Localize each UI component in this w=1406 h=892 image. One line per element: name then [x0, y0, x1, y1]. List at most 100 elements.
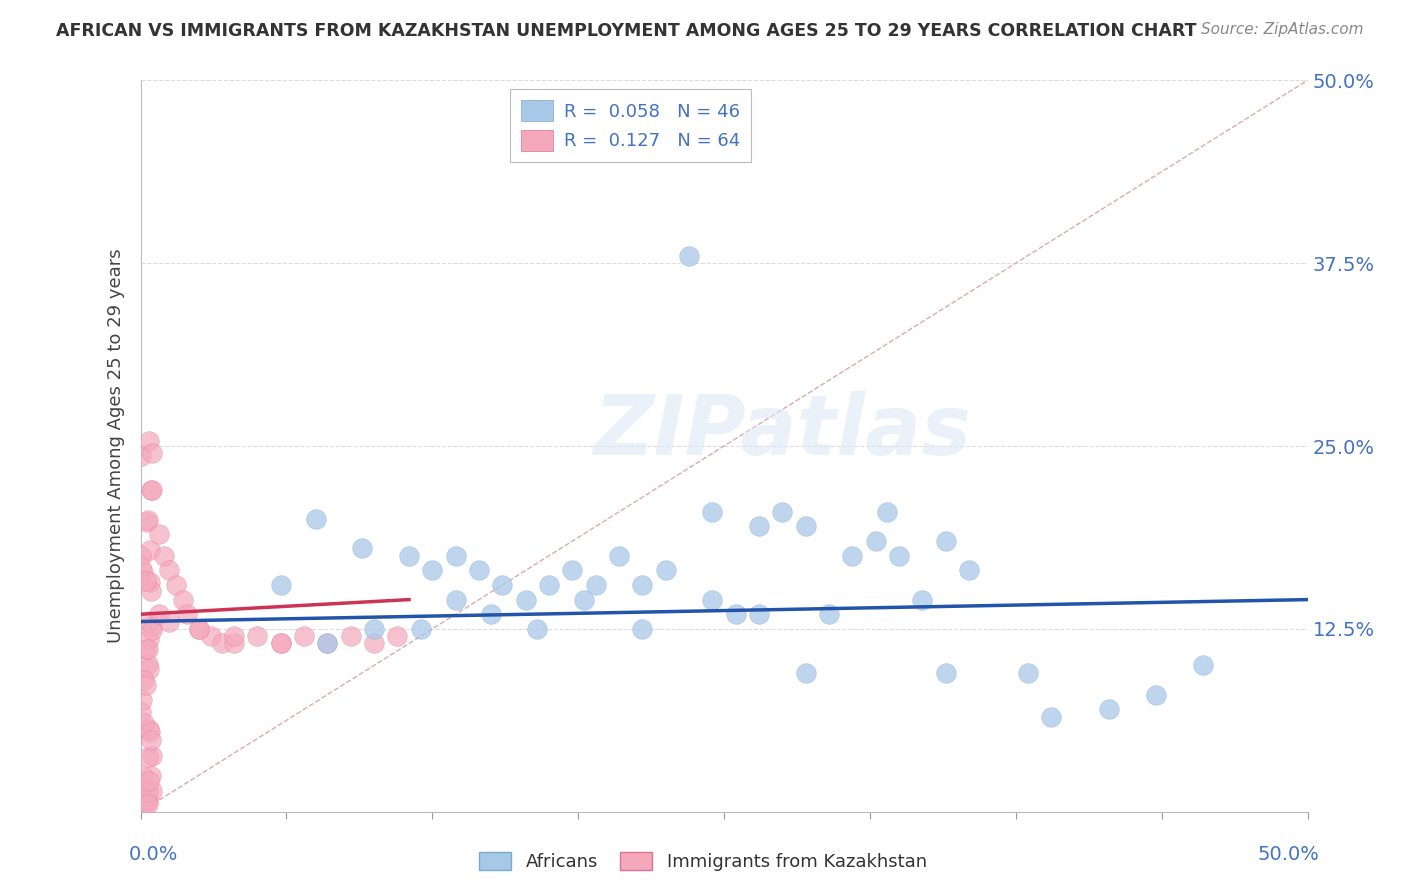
Point	[748, 519, 770, 533]
Point	[422, 563, 444, 577]
Point	[129, 560, 152, 574]
Text: AFRICAN VS IMMIGRANTS FROM KAZAKHSTAN UNEMPLOYMENT AMONG AGES 25 TO 29 YEARS COR: AFRICAN VS IMMIGRANTS FROM KAZAKHSTAN UN…	[56, 22, 1197, 40]
Point	[141, 584, 163, 599]
Point	[537, 578, 560, 592]
Point	[387, 629, 409, 643]
Point	[316, 636, 339, 650]
Point	[1191, 658, 1213, 673]
Point	[270, 636, 292, 650]
Point	[352, 541, 374, 556]
Point	[134, 673, 156, 687]
Point	[702, 592, 724, 607]
Y-axis label: Unemployment Among Ages 25 to 29 years: Unemployment Among Ages 25 to 29 years	[107, 249, 125, 643]
Point	[138, 773, 160, 788]
Point	[889, 549, 911, 563]
Point	[139, 574, 162, 589]
Point	[222, 629, 245, 643]
Point	[141, 784, 163, 798]
Point	[935, 665, 957, 680]
Point	[135, 677, 157, 691]
Point	[1039, 709, 1062, 723]
Point	[138, 434, 160, 449]
Point	[1144, 688, 1167, 702]
Point	[188, 622, 211, 636]
Point	[139, 733, 162, 747]
Point	[702, 505, 724, 519]
Point	[468, 563, 491, 577]
Point	[724, 607, 747, 622]
Point	[134, 782, 156, 797]
Point	[136, 797, 159, 811]
Point	[585, 578, 607, 592]
Point	[136, 513, 159, 527]
Point	[246, 629, 269, 643]
Point	[305, 512, 328, 526]
Point	[292, 629, 315, 643]
Point	[157, 563, 180, 577]
Point	[200, 629, 222, 643]
Point	[136, 795, 159, 809]
Point	[398, 549, 420, 563]
Point	[136, 784, 159, 798]
Point	[1017, 665, 1039, 680]
Point	[957, 563, 980, 577]
Point	[876, 505, 898, 519]
Text: 0.0%: 0.0%	[129, 845, 179, 863]
Point	[172, 592, 194, 607]
Text: Source: ZipAtlas.com: Source: ZipAtlas.com	[1201, 22, 1364, 37]
Point	[607, 549, 630, 563]
Point	[631, 622, 654, 636]
Point	[515, 592, 537, 607]
Point	[409, 622, 432, 636]
Point	[363, 622, 385, 636]
Point	[1098, 702, 1121, 716]
Point	[135, 642, 157, 657]
Point	[138, 615, 160, 629]
Point	[772, 505, 794, 519]
Point	[631, 578, 654, 592]
Point	[339, 629, 361, 643]
Text: 50.0%: 50.0%	[1257, 845, 1319, 863]
Point	[138, 722, 160, 736]
Point	[148, 607, 170, 622]
Point	[479, 607, 502, 622]
Point	[139, 543, 162, 558]
Legend: Africans, Immigrants from Kazakhstan: Africans, Immigrants from Kazakhstan	[472, 845, 934, 879]
Point	[139, 483, 162, 498]
Point	[136, 657, 159, 671]
Point	[136, 749, 159, 764]
Point	[211, 636, 233, 650]
Point	[363, 636, 385, 650]
Point	[141, 624, 163, 638]
Point	[444, 549, 467, 563]
Legend: R =  0.058   N = 46, R =  0.127   N = 64: R = 0.058 N = 46, R = 0.127 N = 64	[510, 89, 751, 161]
Point	[865, 534, 887, 549]
Point	[176, 607, 198, 622]
Point	[141, 619, 163, 633]
Point	[794, 519, 817, 533]
Point	[132, 800, 155, 814]
Point	[165, 578, 187, 592]
Point	[129, 705, 152, 719]
Point	[141, 446, 163, 460]
Point	[129, 449, 152, 463]
Point	[138, 662, 160, 676]
Point	[131, 693, 153, 707]
Point	[129, 549, 152, 563]
Point	[222, 636, 245, 650]
Point	[141, 769, 163, 783]
Point	[270, 578, 292, 592]
Point	[572, 592, 595, 607]
Point	[132, 769, 155, 783]
Point	[132, 716, 155, 731]
Point	[818, 607, 841, 622]
Point	[138, 641, 160, 656]
Point	[148, 526, 170, 541]
Point	[135, 515, 157, 529]
Point	[316, 636, 339, 650]
Text: ZIPatlas: ZIPatlas	[593, 391, 972, 472]
Point	[188, 622, 211, 636]
Point	[526, 622, 548, 636]
Point	[841, 549, 863, 563]
Point	[153, 549, 176, 563]
